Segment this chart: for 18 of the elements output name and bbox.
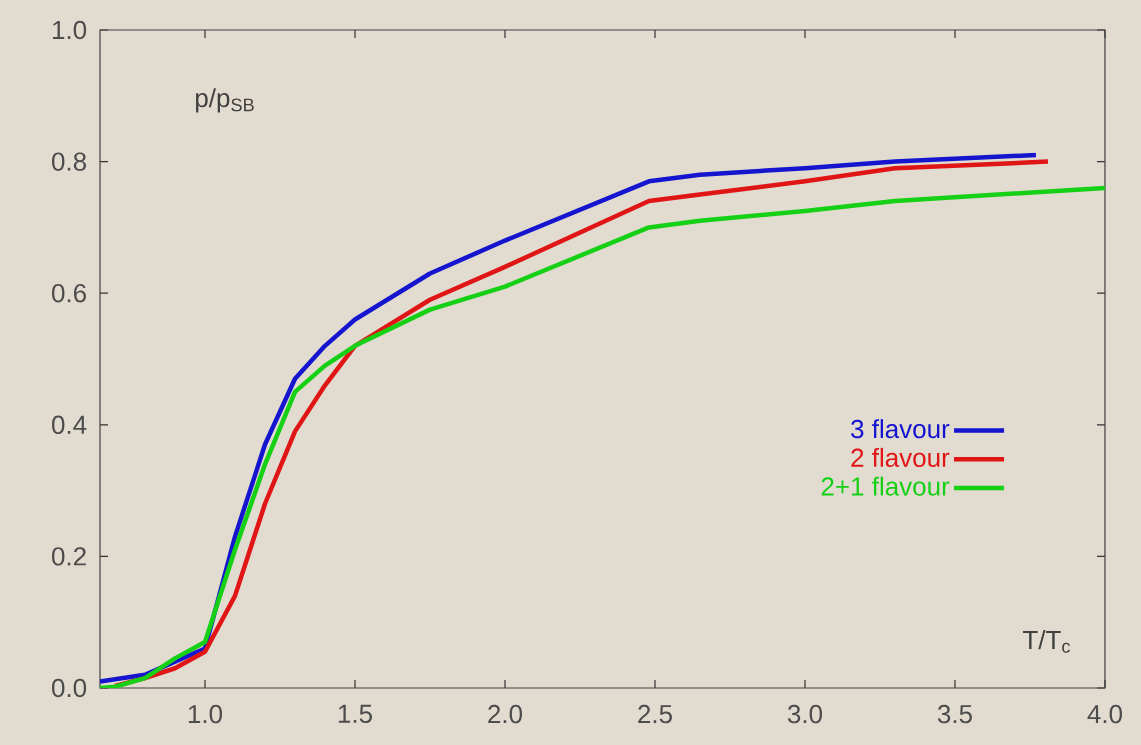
x-tick-label: 3.0 — [787, 704, 823, 724]
y-tick-label: 0.2 — [52, 547, 86, 566]
x-tick-label: 2.5 — [638, 704, 672, 724]
legend-label: 2 flavour — [851, 447, 950, 467]
x-tick-label: 1.0 — [188, 704, 223, 724]
y-tick-label: 0.0 — [52, 678, 87, 698]
y-tick-label: 0.4 — [52, 415, 87, 434]
x-axis-title: T/T$_{c}$ — [1022, 630, 1070, 653]
legend-label: 3 flavour — [851, 419, 950, 439]
x-tick-label: 1.5 — [338, 704, 372, 723]
x-tick-label: 4.0 — [1087, 704, 1123, 724]
y-axis-title: p/p$_{SB}$ — [195, 88, 254, 113]
x-tick-label: 3.5 — [937, 704, 972, 724]
legend-label: 2+1 flavour — [821, 476, 950, 496]
y-tick-label: 0.6 — [52, 283, 86, 303]
y-tick-label: 0.8 — [52, 152, 87, 171]
x-tick-label: 2.0 — [488, 704, 523, 724]
y-tick-label: 1.0 — [52, 20, 87, 40]
